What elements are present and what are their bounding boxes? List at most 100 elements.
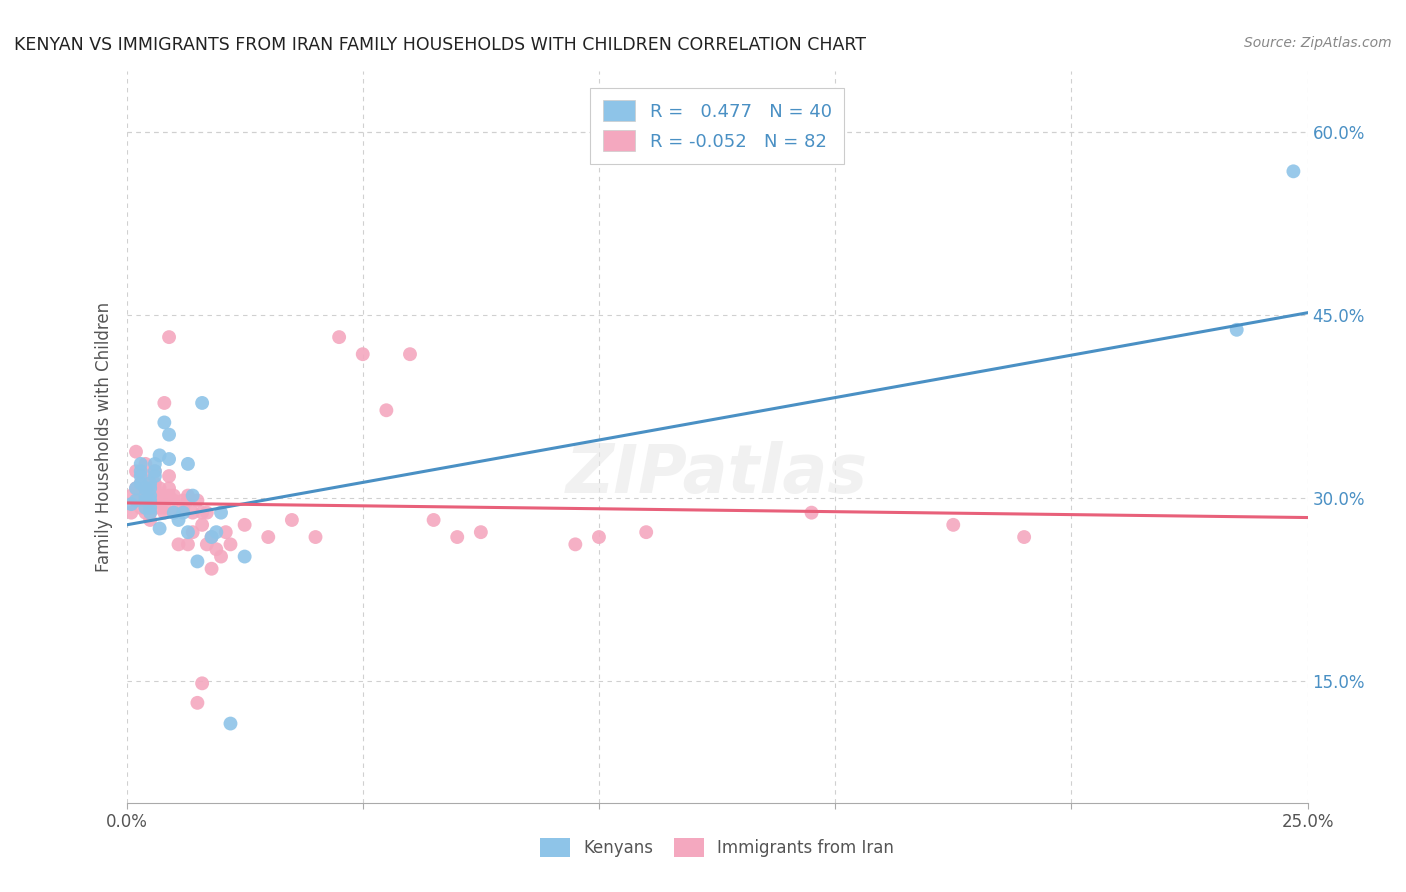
Point [139,506,162,520]
Point [129,457,152,471]
Point [134,476,156,491]
Point [149,448,172,462]
Point [129,464,152,478]
Point [149,481,172,495]
Point [143,493,166,508]
Point [153,493,176,508]
Point [149,500,172,515]
Point [800,506,823,520]
Point [172,506,194,520]
Point [163,493,186,508]
Point [233,549,256,564]
Point [153,506,176,520]
Point [195,537,218,551]
Point [257,530,280,544]
Point [143,457,166,471]
Point [157,489,180,503]
Point [153,416,176,430]
Point [470,525,492,540]
Point [129,481,152,495]
Point [143,481,166,495]
Point [167,513,190,527]
Point [139,500,162,515]
Point [191,517,214,532]
Point [186,493,208,508]
Point [446,530,468,544]
Point [304,530,326,544]
Point [177,489,200,503]
Point [125,493,148,508]
Point [177,525,200,540]
Point [134,493,156,508]
Point [186,696,208,710]
Point [129,476,152,491]
Point [120,497,142,511]
Point [157,330,180,344]
Point [134,481,156,495]
Point [157,452,180,467]
Point [636,525,658,540]
Point [125,493,148,508]
Point [172,500,194,515]
Point [134,500,156,515]
Point [167,537,190,551]
Legend: Kenyans, Immigrants from Iran: Kenyans, Immigrants from Iran [534,831,900,864]
Point [134,457,156,471]
Point [149,493,172,508]
Point [125,481,148,495]
Point [139,476,162,491]
Point [177,537,200,551]
Point [205,542,228,557]
Point [125,444,148,458]
Point [143,469,166,483]
Point [195,506,218,520]
Point [177,493,200,508]
Point [219,537,242,551]
Point [1012,530,1035,544]
Point [139,493,162,508]
Point [134,506,156,520]
Point [139,513,162,527]
Point [172,493,194,508]
Point [1282,164,1305,178]
Point [399,347,422,361]
Point [129,500,152,515]
Point [134,489,156,503]
Point [125,464,148,478]
Point [139,489,162,503]
Point [120,489,142,503]
Point [139,506,162,520]
Point [143,464,166,478]
Point [157,469,180,483]
Point [143,476,166,491]
Point [422,513,444,527]
Point [134,469,156,483]
Point [352,347,374,361]
Point [177,457,200,471]
Point [200,530,222,544]
Point [588,530,610,544]
Point [233,517,256,532]
Point [219,716,242,731]
Point [134,493,156,508]
Point [149,489,172,503]
Point [328,330,350,344]
Point [200,530,222,544]
Point [205,525,228,540]
Point [125,481,148,495]
Y-axis label: Family Households with Children: Family Households with Children [94,302,112,572]
Text: ZIPatlas: ZIPatlas [567,441,868,507]
Point [139,481,162,495]
Point [186,554,208,568]
Point [163,489,186,503]
Text: Source: ZipAtlas.com: Source: ZipAtlas.com [1244,36,1392,50]
Point [139,489,162,503]
Point [1226,323,1249,337]
Point [181,525,204,540]
Point [129,493,152,508]
Point [191,676,214,690]
Point [564,537,586,551]
Point [157,481,180,495]
Point [129,489,152,503]
Point [129,469,152,483]
